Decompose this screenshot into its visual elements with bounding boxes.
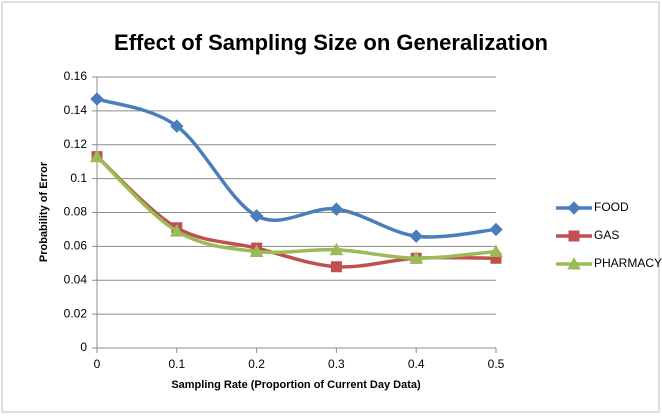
- legend-marker: [567, 256, 581, 270]
- x-tick-label: 0.2: [248, 357, 265, 371]
- marker: [249, 209, 264, 223]
- legend-marker: [567, 201, 581, 215]
- y-tick-label: 0.04: [64, 272, 88, 286]
- marker: [170, 119, 184, 133]
- y-tick-label: 0.14: [64, 103, 88, 117]
- marker: [489, 222, 503, 237]
- marker: [489, 244, 503, 257]
- y-tick-label: 0: [80, 340, 87, 354]
- chart-title: Effect of Sampling Size on Generalizatio…: [114, 30, 548, 55]
- x-tick-label: 0.5: [488, 357, 505, 371]
- x-tick-label: 0.4: [408, 357, 425, 371]
- y-tick-label: 0.02: [64, 306, 88, 320]
- legend-marker: [568, 230, 580, 242]
- x-tick-label: 0: [94, 357, 101, 371]
- legend-label: GAS: [594, 228, 619, 242]
- legend-label: FOOD: [594, 200, 629, 214]
- marker: [409, 251, 424, 264]
- marker: [90, 92, 104, 106]
- y-axis-label: Probability of Error: [38, 161, 50, 262]
- marker: [169, 224, 184, 237]
- marker: [409, 229, 423, 243]
- marker: [330, 261, 342, 273]
- y-tick-label: 0.1: [70, 171, 87, 185]
- marker: [329, 202, 344, 216]
- x-tick-label: 0.1: [168, 357, 185, 371]
- marker: [249, 244, 264, 257]
- marker: [90, 149, 104, 163]
- x-tick-label: 0.3: [328, 357, 345, 371]
- marker: [329, 242, 344, 256]
- y-tick-label: 0.08: [64, 205, 88, 219]
- y-tick-label: 0.16: [64, 69, 88, 83]
- y-tick-label: 0.06: [64, 239, 88, 253]
- legend-label: PHARMACY: [594, 256, 662, 270]
- y-tick-label: 0.12: [64, 137, 88, 151]
- x-axis-label: Sampling Rate (Proportion of Current Day…: [171, 379, 421, 391]
